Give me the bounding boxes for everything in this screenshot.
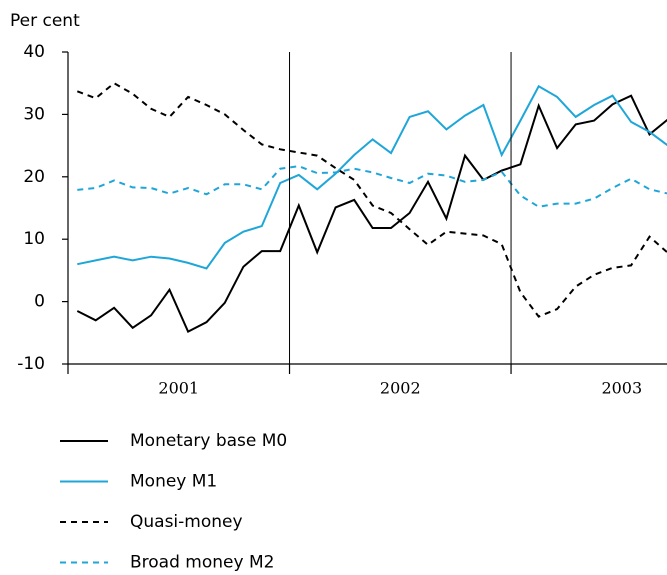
series-line: [76, 94, 667, 333]
plot-lines: [76, 81, 667, 333]
x-tick-label: 2002: [380, 379, 421, 398]
series-line: [77, 84, 667, 270]
series-line: [76, 81, 667, 318]
x-tick-label: 2001: [158, 379, 199, 398]
legend-label: Quasi-money: [130, 512, 243, 532]
legend-label: Broad money M2: [130, 553, 274, 573]
legend-label: Monetary base M0: [130, 431, 287, 451]
y-axis-label: Per cent: [10, 11, 80, 31]
legend-label: Money M1: [130, 472, 217, 492]
y-tick-label: -10: [17, 354, 45, 374]
series-line: [77, 165, 667, 208]
y-tick-label: 10: [23, 229, 45, 249]
y-tick-label: 30: [23, 104, 45, 124]
y-tick-label: 0: [34, 292, 45, 312]
y-tick-label: 40: [23, 42, 45, 62]
y-tick-label: 20: [23, 167, 45, 187]
x-tick-label: 2003: [601, 379, 642, 398]
